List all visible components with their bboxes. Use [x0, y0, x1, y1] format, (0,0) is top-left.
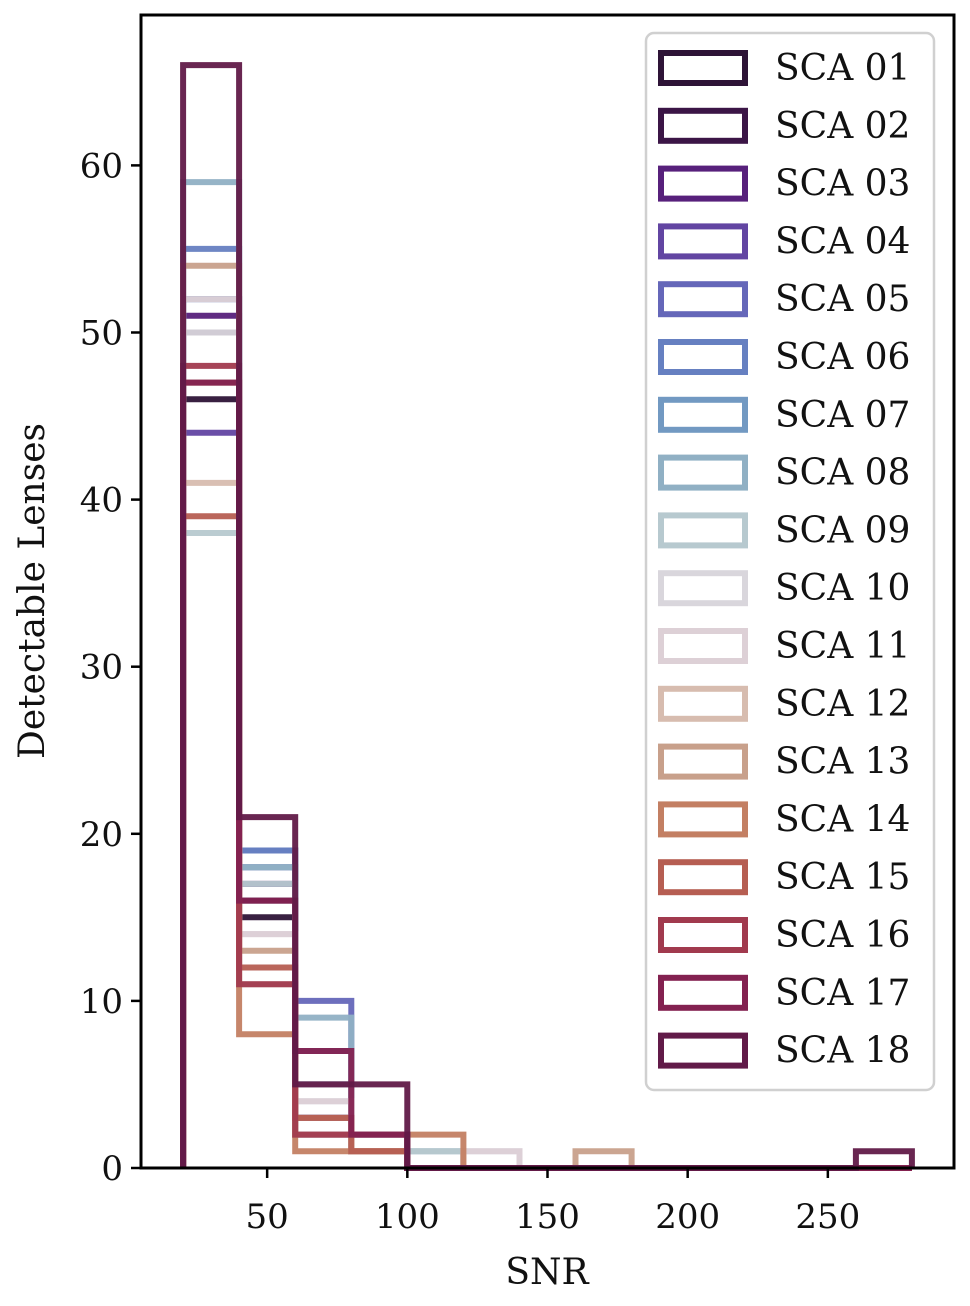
- legend-label: SCA 15: [775, 857, 910, 898]
- x-tick-label: 200: [655, 1197, 720, 1237]
- x-axis-ticks: 50 100 150 200 250: [246, 1168, 860, 1237]
- legend-swatch: [658, 685, 748, 722]
- y-tick-label: 40: [80, 481, 123, 521]
- legend-label: SCA 18: [775, 1031, 910, 1072]
- legend-swatch: [658, 396, 748, 433]
- legend-swatch: [658, 1032, 748, 1069]
- y-tick-label: 50: [80, 313, 123, 353]
- legend-swatch: [658, 165, 748, 202]
- legend-swatch: [658, 339, 748, 375]
- legend-swatch: [658, 512, 748, 549]
- legend-swatch: [658, 628, 748, 664]
- legend-label: SCA 10: [775, 568, 910, 609]
- legend-label: SCA 16: [775, 915, 910, 956]
- x-tick-label: 250: [795, 1197, 860, 1237]
- y-axis-ticks: 0 10 20 30 40 50 60: [80, 146, 141, 1189]
- legend-label: SCA 17: [775, 973, 910, 1014]
- legend-label: SCA 14: [775, 799, 910, 840]
- legend-label: SCA 03: [775, 164, 910, 205]
- x-tick-label: 50: [246, 1197, 289, 1237]
- legend-swatch: [658, 801, 748, 838]
- legend-swatch: [658, 454, 748, 491]
- legend-label: SCA 04: [775, 221, 910, 262]
- legend-label: SCA 05: [775, 279, 910, 320]
- legend-swatch: [658, 223, 748, 260]
- x-tick-label: 100: [375, 1197, 440, 1237]
- y-axis-label: Detectable Lenses: [12, 423, 53, 759]
- legend-label: SCA 09: [775, 510, 910, 551]
- legend-label: SCA 02: [775, 106, 910, 147]
- legend-label: SCA 06: [775, 337, 910, 378]
- legend-swatch: [658, 107, 748, 144]
- y-tick-label: 60: [80, 146, 123, 186]
- legend-swatch: [658, 281, 748, 318]
- legend-swatch: [658, 917, 748, 953]
- legend-label: SCA 11: [775, 626, 910, 667]
- legend-swatch: [658, 974, 748, 1011]
- legend: SCA 01 SCA 02 SCA 03 SCA 04 SCA 05 SCA 06 SCA …: [644, 31, 936, 1092]
- legend-box: [644, 31, 936, 1092]
- y-tick-label: 20: [80, 815, 123, 855]
- x-tick-label: 150: [515, 1197, 580, 1237]
- legend-swatch: [658, 743, 748, 780]
- y-tick-label: 0: [101, 1149, 123, 1189]
- legend-swatch: [658, 859, 748, 896]
- legend-label: SCA 01: [775, 48, 910, 89]
- legend-swatch: [658, 50, 748, 86]
- legend-label: SCA 07: [775, 395, 910, 436]
- legend-swatch: [658, 570, 748, 607]
- legend-label: SCA 13: [775, 742, 910, 783]
- y-tick-label: 30: [80, 648, 123, 688]
- x-axis-label: SNR: [505, 1252, 589, 1293]
- y-tick-label: 10: [80, 982, 123, 1022]
- legend-label: SCA 12: [775, 684, 910, 725]
- legend-label: SCA 08: [775, 453, 910, 494]
